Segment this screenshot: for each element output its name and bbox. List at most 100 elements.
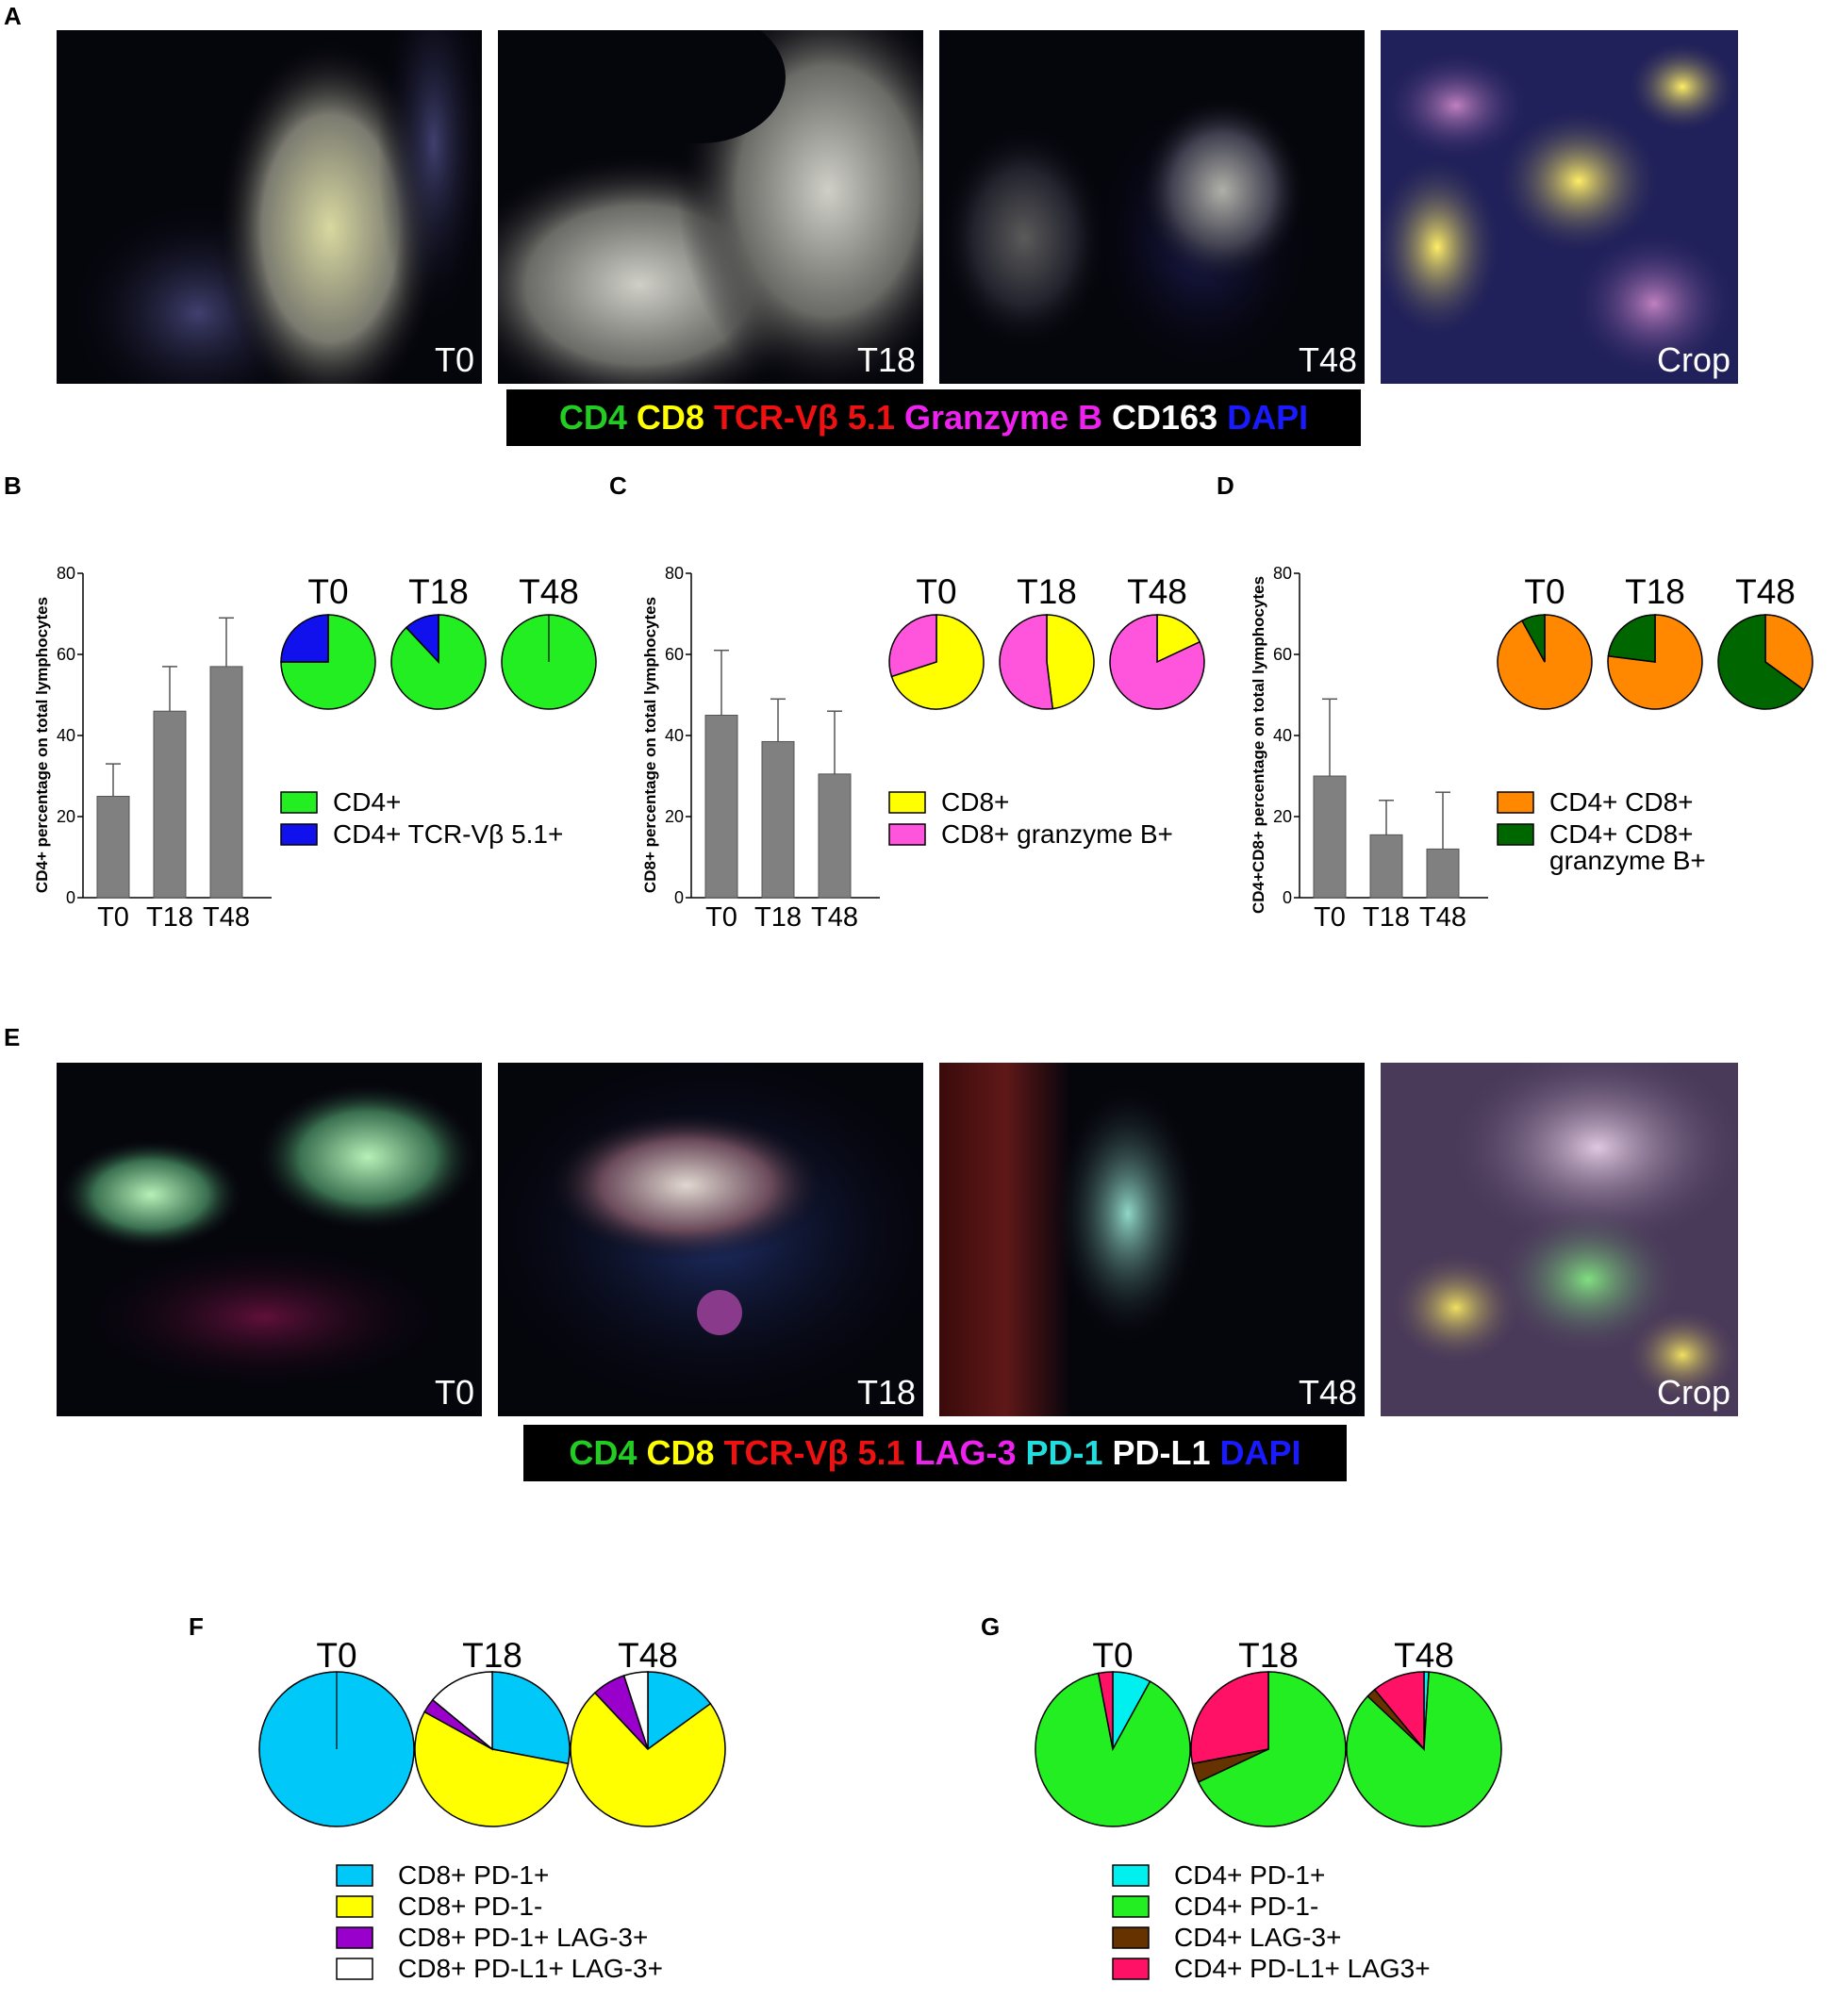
legend-label: CD8+ PD-1+ LAG-3+ xyxy=(398,1923,648,1952)
stain-legend-item: CD4 xyxy=(558,398,627,437)
legend-label: CD8+ PD-1- xyxy=(398,1892,542,1921)
legend-label: CD8+ granzyme B+ xyxy=(941,819,1173,849)
legend-swatch xyxy=(280,823,318,846)
timepoint-label: T0 xyxy=(434,1373,474,1412)
bar xyxy=(818,773,852,899)
pie-slice xyxy=(1764,614,1813,691)
stain-legend-item: DAPI xyxy=(1219,1433,1301,1472)
bar-chart-d: CD4+CD8+ percentage on total lymphocytes… xyxy=(1250,564,1813,933)
pie-title: T18 xyxy=(462,1636,522,1675)
pie-title: T0 xyxy=(316,1636,356,1675)
pie-title: T0 xyxy=(916,572,956,611)
y-tick-label: 0 xyxy=(1283,888,1292,907)
y-tick-label: 60 xyxy=(1273,645,1292,664)
legend-label: granzyme B+ xyxy=(1549,846,1706,875)
x-tick-label: T18 xyxy=(1363,902,1410,933)
legend-swatch xyxy=(336,1926,373,1949)
legend-label: CD8+ xyxy=(941,787,1009,817)
bar xyxy=(761,740,795,899)
micrograph-a-t0: T0 xyxy=(57,30,482,384)
pie-chart xyxy=(1109,614,1205,710)
pie-slice xyxy=(491,1671,571,1765)
y-tick-label: 20 xyxy=(57,807,75,826)
legend-label: CD4+ PD-1- xyxy=(1174,1892,1318,1921)
bar-charts-row: CD4+ percentage on total lymphocytes 0 20 4… xyxy=(33,564,1813,933)
bar xyxy=(704,715,738,899)
pie-title: T48 xyxy=(618,1636,678,1675)
pie-slice xyxy=(1520,614,1546,663)
stain-legend-item: CD4 xyxy=(569,1433,638,1472)
legend-swatch xyxy=(1112,1864,1150,1887)
legend-label: CD4+ TCR-Vβ 5.1+ xyxy=(333,819,563,849)
pie-slice xyxy=(1190,1671,1269,1765)
pie-slice xyxy=(431,1671,493,1751)
bar xyxy=(96,796,130,899)
pie-title: T0 xyxy=(1524,572,1565,611)
x-tick-label: T48 xyxy=(811,902,858,933)
pie-slice xyxy=(890,614,985,710)
stain-legend-item: TCR-Vβ 5.1 xyxy=(713,398,895,437)
bar xyxy=(1426,848,1460,899)
pie-title: T0 xyxy=(307,572,348,611)
pie-title: T48 xyxy=(1127,572,1187,611)
pie-title: T18 xyxy=(1238,1636,1299,1675)
pie-group-f: T0 T18 T48 CD8+ PD-1+CD8+ PD-1-CD8+ PD-1+ L… xyxy=(258,1636,726,1983)
legend-swatch xyxy=(1112,1895,1150,1918)
pie-chart xyxy=(258,1671,415,1827)
panel-label-g: G xyxy=(981,1612,1001,1641)
pie-slice xyxy=(570,1692,726,1827)
y-tick-label: 0 xyxy=(66,888,75,907)
pie-title: T18 xyxy=(1625,572,1685,611)
panel-label-c: C xyxy=(609,471,627,500)
y-tick-label: 80 xyxy=(1273,564,1292,583)
legend-swatch xyxy=(336,1895,373,1918)
legend-swatch xyxy=(888,823,926,846)
micrograph-e-t18: T18 xyxy=(498,1063,923,1416)
pie-title: T48 xyxy=(519,572,579,611)
stain-legend-e: CD4 CD8 TCR-Vβ 5.1 LAG-3 PD-1 PD-L1 DAPI xyxy=(523,1425,1347,1481)
crop-label: Crop xyxy=(1656,340,1730,379)
timepoint-label: T48 xyxy=(1298,340,1357,379)
pie-slice xyxy=(1035,1672,1191,1827)
bar xyxy=(1369,834,1403,899)
pie-chart xyxy=(280,614,376,710)
pie-slice xyxy=(1046,614,1095,710)
y-tick-label: 80 xyxy=(665,564,684,583)
stain-legend-item: CD8 xyxy=(636,398,704,437)
timepoint-label: T18 xyxy=(856,340,916,379)
pie-slice xyxy=(280,614,376,710)
micrograph-e-t48: T48 xyxy=(939,1063,1365,1416)
timepoint-label: T18 xyxy=(856,1373,916,1412)
crop-label: Crop xyxy=(1656,1373,1730,1412)
pie-chart xyxy=(501,614,597,710)
pie-title: T48 xyxy=(1735,572,1796,611)
y-axis-label: CD4+ percentage on total lymphocytes xyxy=(33,597,51,893)
pie-slice xyxy=(1607,614,1703,710)
pie-chart xyxy=(390,614,487,710)
pie-slice xyxy=(1373,1671,1425,1752)
pie-chart xyxy=(999,614,1095,710)
pie-slice xyxy=(414,1710,570,1827)
y-axis-label: CD8+ percentage on total lymphocytes xyxy=(641,597,659,893)
bar xyxy=(153,710,187,899)
legend-swatch xyxy=(336,1864,373,1887)
pie-title: T18 xyxy=(1017,572,1077,611)
timepoint-label: T48 xyxy=(1298,1373,1357,1412)
legend-label: CD4+ CD8+ xyxy=(1549,819,1694,849)
bar-chart-c: CD8+ percentage on total lymphocytes 0 20 4… xyxy=(641,564,1205,933)
panel-label-a: A xyxy=(4,2,22,30)
y-tick-label: 80 xyxy=(57,564,75,583)
legend-swatch xyxy=(1497,823,1534,846)
legend-swatch xyxy=(1112,1958,1150,1980)
pie-chart xyxy=(1497,614,1593,710)
pie-slice xyxy=(1197,1671,1347,1827)
pie-chart xyxy=(414,1671,571,1827)
legend-label: CD8+ PD-1+ xyxy=(398,1860,549,1890)
pie-chart xyxy=(1035,1671,1191,1827)
x-tick-label: T48 xyxy=(1419,902,1466,933)
x-tick-label: T0 xyxy=(1314,902,1346,933)
timepoint-label: T0 xyxy=(434,340,474,379)
pie-chart xyxy=(888,614,985,710)
pie-chart xyxy=(570,1671,726,1827)
legend-label: CD4+ LAG-3+ xyxy=(1174,1923,1341,1952)
